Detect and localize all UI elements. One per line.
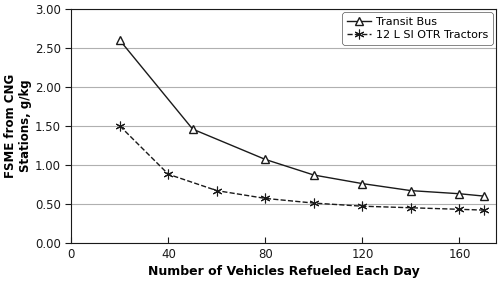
12 L SI OTR Tractors: [456, 208, 462, 211]
12 L SI OTR Tractors: [480, 208, 486, 212]
Transit Bus: [190, 127, 196, 131]
12 L SI OTR Tractors: [311, 201, 317, 205]
X-axis label: Number of Vehicles Refueled Each Day: Number of Vehicles Refueled Each Day: [148, 265, 420, 278]
Line: 12 L SI OTR Tractors: 12 L SI OTR Tractors: [115, 121, 488, 215]
Transit Bus: [117, 39, 123, 42]
Transit Bus: [456, 192, 462, 195]
12 L SI OTR Tractors: [214, 189, 220, 192]
Transit Bus: [262, 158, 268, 161]
Line: Transit Bus: Transit Bus: [116, 36, 488, 200]
12 L SI OTR Tractors: [166, 173, 172, 176]
12 L SI OTR Tractors: [262, 197, 268, 200]
Transit Bus: [360, 182, 366, 185]
Transit Bus: [480, 194, 486, 198]
12 L SI OTR Tractors: [360, 204, 366, 208]
12 L SI OTR Tractors: [117, 124, 123, 128]
Legend: Transit Bus, 12 L SI OTR Tractors: Transit Bus, 12 L SI OTR Tractors: [342, 12, 492, 45]
Transit Bus: [408, 189, 414, 192]
12 L SI OTR Tractors: [408, 206, 414, 210]
Transit Bus: [311, 173, 317, 177]
Y-axis label: FSME from CNG
Stations, g/kg: FSME from CNG Stations, g/kg: [4, 74, 32, 178]
